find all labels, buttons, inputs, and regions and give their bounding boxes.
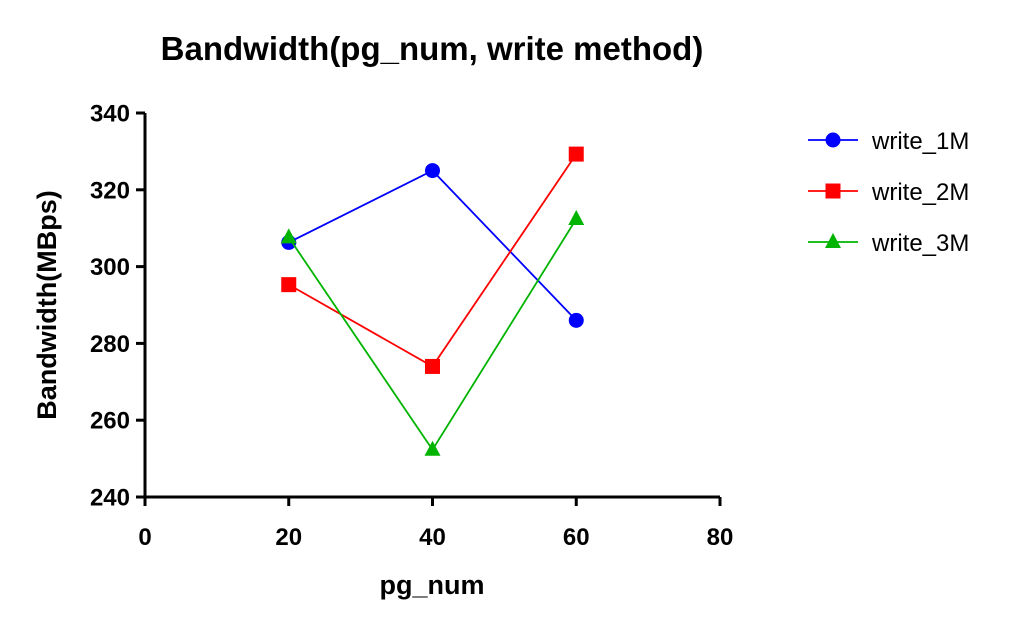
legend-marker — [825, 233, 841, 248]
series-line — [288, 153, 577, 368]
legend-label: write_1M — [871, 128, 969, 155]
axes: 240 260 280 300 320 340 0 20 40 60 80 — [90, 101, 733, 552]
series-line — [288, 218, 578, 452]
data-point — [281, 277, 297, 293]
y-tick-label: 320 — [90, 177, 130, 204]
legend-marker — [825, 132, 841, 148]
data-point — [425, 358, 440, 374]
legend-item: write_2M — [808, 179, 969, 206]
series-write-1M — [281, 163, 584, 328]
data-point — [280, 228, 297, 244]
legend: write_1M write_2M write_3M — [808, 128, 969, 257]
x-tick-label: 0 — [138, 524, 151, 551]
series-write-2M — [281, 146, 584, 374]
x-axis-label: pg_num — [380, 570, 485, 600]
x-tick-label: 60 — [563, 524, 590, 551]
y-axis-label: Bandwidth(MBps) — [32, 190, 62, 419]
legend-item: write_1M — [808, 128, 969, 155]
x-tick-label: 80 — [707, 524, 734, 551]
y-tick-label: 300 — [90, 254, 130, 281]
data-point — [568, 312, 584, 328]
legend-label: write_3M — [871, 230, 969, 257]
legend-marker — [825, 183, 841, 199]
data-point — [425, 163, 440, 179]
x-tick-label: 40 — [419, 524, 446, 551]
legend-item: write_3M — [808, 230, 969, 257]
data-point — [568, 209, 585, 225]
y-tick-label: 240 — [90, 485, 130, 512]
series-line — [288, 169, 577, 321]
chart-title: Bandwidth(pg_num, write method) — [161, 30, 704, 67]
series-group — [280, 146, 585, 456]
legend-label: write_2M — [871, 179, 969, 206]
data-point — [568, 146, 584, 162]
data-point — [424, 440, 441, 456]
y-tick-label: 280 — [90, 331, 130, 358]
y-tick-label: 340 — [90, 101, 130, 128]
y-tick-label: 260 — [90, 408, 130, 435]
x-tick-label: 20 — [275, 524, 302, 551]
series-write-3M — [280, 209, 585, 456]
